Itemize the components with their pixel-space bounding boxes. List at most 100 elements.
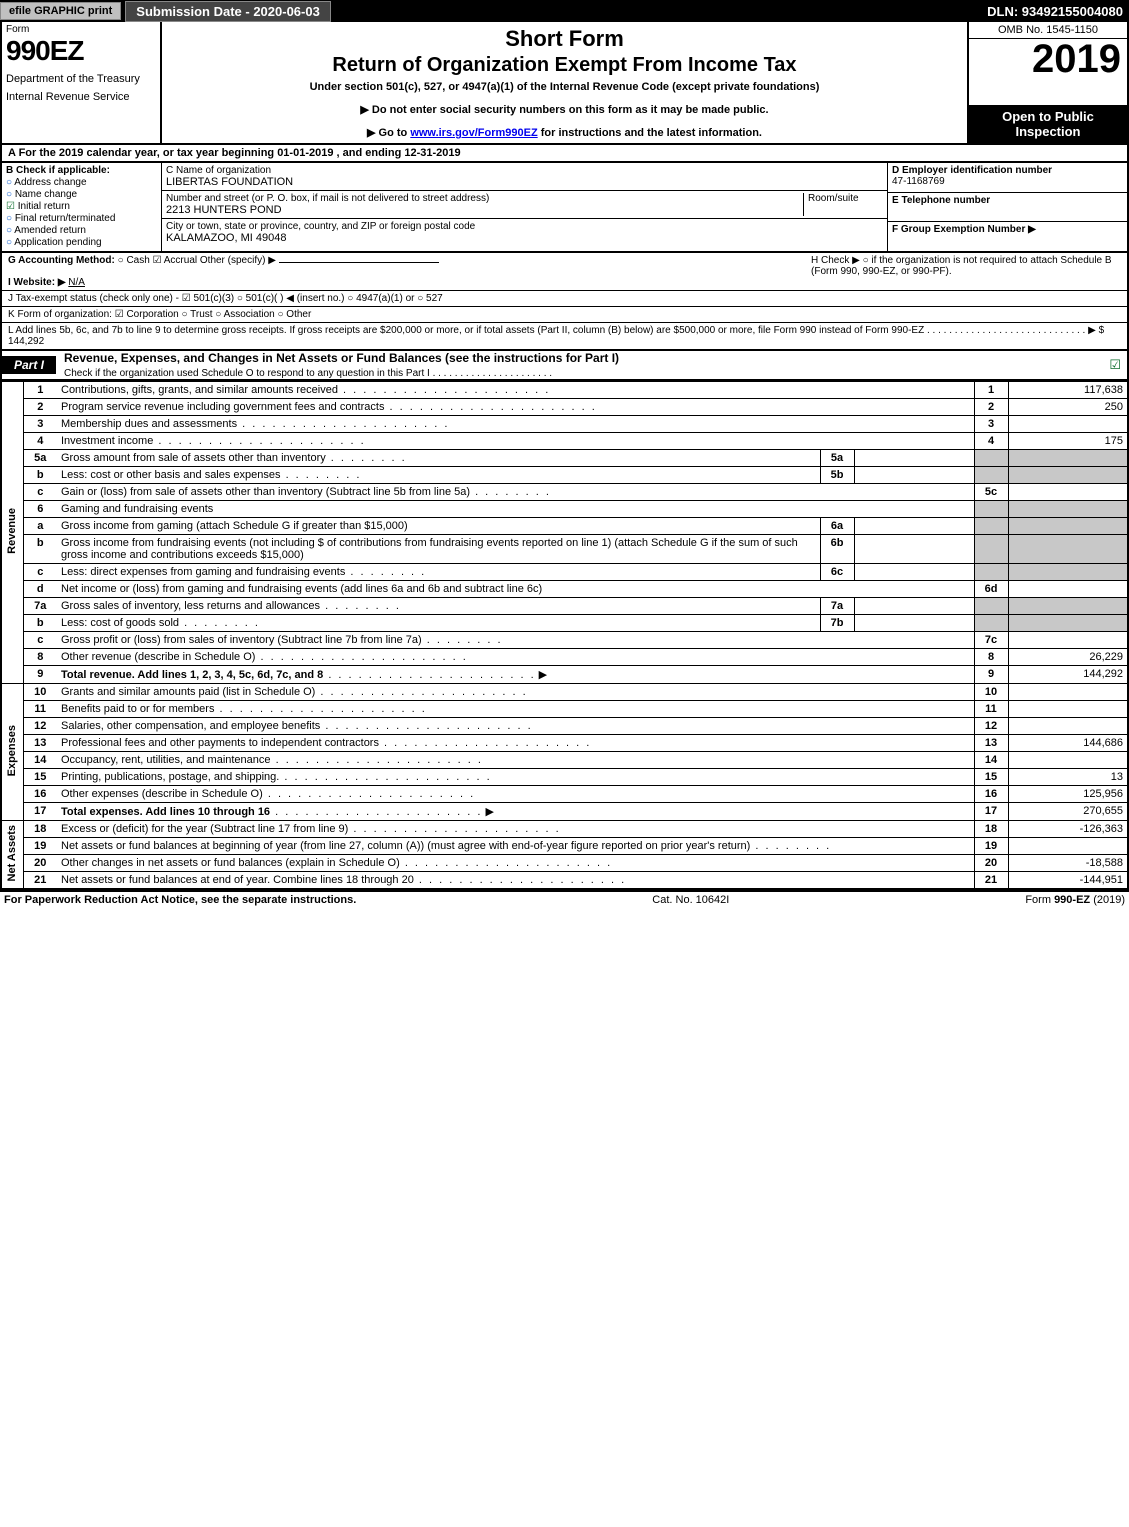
ln: 6: [23, 501, 57, 518]
line-16: 16 Other expenses (describe in Schedule …: [1, 786, 1128, 803]
ln: 5a: [23, 450, 57, 467]
ln: 4: [23, 433, 57, 450]
val: 144,686: [1008, 735, 1128, 752]
sub-val: [854, 518, 974, 535]
addr-val: 2213 HUNTERS POND: [166, 204, 282, 216]
val: [1008, 701, 1128, 718]
desc: Total revenue. Add lines 1, 2, 3, 4, 5c,…: [57, 666, 974, 684]
desc: Other revenue (describe in Schedule O): [57, 649, 974, 666]
desc: Gain or (loss) from sale of assets other…: [57, 484, 974, 501]
chk-initial-return[interactable]: Initial return: [6, 201, 157, 212]
box-f: F Group Exemption Number ▶: [888, 222, 1127, 251]
line-20: 20 Other changes in net assets or fund b…: [1, 855, 1128, 872]
val: 117,638: [1008, 382, 1128, 399]
form-ref-pre: Form: [1025, 894, 1054, 906]
chk-name-change[interactable]: Name change: [6, 189, 157, 200]
box-c: C Name of organization LIBERTAS FOUNDATI…: [162, 163, 887, 251]
goto-post: for instructions and the latest informat…: [538, 127, 762, 139]
form-ref-bold: 990-EZ: [1054, 894, 1090, 906]
num: 9: [974, 666, 1008, 684]
efile-print-button[interactable]: efile GRAPHIC print: [0, 2, 121, 20]
open-to-public: Open to Public Inspection: [969, 105, 1127, 143]
desc: Other expenses (describe in Schedule O): [57, 786, 974, 803]
ln: c: [23, 564, 57, 581]
chk-address-change[interactable]: Address change: [6, 177, 157, 188]
part1-checkbox-icon[interactable]: ☑: [1109, 357, 1127, 373]
ln: 7a: [23, 598, 57, 615]
num: 8: [974, 649, 1008, 666]
val: 13: [1008, 769, 1128, 786]
desc: Total expenses. Add lines 10 through 16: [57, 803, 974, 821]
num: 10: [974, 684, 1008, 701]
ln: 2: [23, 399, 57, 416]
chk-final-return[interactable]: Final return/terminated: [6, 213, 157, 224]
desc: Investment income: [57, 433, 974, 450]
line-7a: 7a Gross sales of inventory, less return…: [1, 598, 1128, 615]
city-row: City or town, state or province, country…: [162, 219, 887, 246]
desc: Less: cost of goods sold: [57, 615, 820, 632]
sub-ln: 7a: [820, 598, 854, 615]
num: 3: [974, 416, 1008, 433]
num: 14: [974, 752, 1008, 769]
line-12: 12 Salaries, other compensation, and emp…: [1, 718, 1128, 735]
num: 4: [974, 433, 1008, 450]
ln: b: [23, 615, 57, 632]
form-ref: Form 990-EZ (2019): [1025, 894, 1125, 906]
line-11: 11 Benefits paid to or for members 11: [1, 701, 1128, 718]
j-label[interactable]: J Tax-exempt status (check only one) - ☑…: [8, 293, 1121, 304]
chk-application-pending[interactable]: Application pending: [6, 237, 157, 248]
row-k: K Form of organization: ☑ Corporation ○ …: [2, 307, 1127, 323]
num-shade: [974, 450, 1008, 467]
return-title: Return of Organization Exempt From Incom…: [170, 54, 959, 77]
sub-ln: 7b: [820, 615, 854, 632]
box-d: D Employer identification number 47-1168…: [888, 163, 1127, 193]
side-expenses: Expenses: [1, 684, 23, 821]
val: 175: [1008, 433, 1128, 450]
line-17: 17 Total expenses. Add lines 10 through …: [1, 803, 1128, 821]
val: [1008, 838, 1128, 855]
num: 16: [974, 786, 1008, 803]
val: -126,363: [1008, 821, 1128, 838]
g-opts[interactable]: ○ Cash ☑ Accrual Other (specify) ▶: [118, 255, 276, 266]
line-9: 9 Total revenue. Add lines 1, 2, 3, 4, 5…: [1, 666, 1128, 684]
num: 11: [974, 701, 1008, 718]
line-5a: 5a Gross amount from sale of assets othe…: [1, 450, 1128, 467]
num: 1: [974, 382, 1008, 399]
ln: b: [23, 467, 57, 484]
irs-link[interactable]: www.irs.gov/Form990EZ: [410, 127, 537, 139]
addr-label: Number and street (or P. O. box, if mail…: [166, 193, 489, 204]
sub-val: [854, 615, 974, 632]
ln: 11: [23, 701, 57, 718]
header-left: Form 990EZ Department of the Treasury In…: [2, 22, 162, 143]
header-right: OMB No. 1545-1150 2019 Open to Public In…: [967, 22, 1127, 143]
h-label[interactable]: H Check ▶ ○ if the organization is not r…: [811, 255, 1121, 277]
val: -18,588: [1008, 855, 1128, 872]
line-6d: d Net income or (loss) from gaming and f…: [1, 581, 1128, 598]
ln: 21: [23, 872, 57, 890]
desc: Gross income from gaming (attach Schedul…: [57, 518, 820, 535]
page-footer: For Paperwork Reduction Act Notice, see …: [0, 890, 1129, 908]
form-ref-post: (2019): [1090, 894, 1125, 906]
part1-tab: Part I: [2, 356, 56, 374]
k-label[interactable]: K Form of organization: ☑ Corporation ○ …: [8, 309, 1121, 320]
sub-val: [854, 564, 974, 581]
val: [1008, 752, 1128, 769]
sub-ln: 6c: [820, 564, 854, 581]
addr-row: Number and street (or P. O. box, if mail…: [162, 191, 887, 219]
box-b-header: B Check if applicable:: [6, 165, 157, 176]
ln: 20: [23, 855, 57, 872]
dept-irs: Internal Revenue Service: [6, 91, 156, 103]
short-form-title: Short Form: [170, 26, 959, 52]
sub-ln: 5b: [820, 467, 854, 484]
period-a: A For the 2019 calendar year, or tax yea…: [0, 145, 1129, 163]
desc: Other changes in net assets or fund bala…: [57, 855, 974, 872]
form-header: Form 990EZ Department of the Treasury In…: [0, 22, 1129, 145]
val: [1008, 632, 1128, 649]
ln: 13: [23, 735, 57, 752]
cat-no: Cat. No. 10642I: [652, 894, 729, 906]
desc: Salaries, other compensation, and employ…: [57, 718, 974, 735]
chk-amended-return[interactable]: Amended return: [6, 225, 157, 236]
ln: 16: [23, 786, 57, 803]
num-shade: [974, 615, 1008, 632]
ln: 10: [23, 684, 57, 701]
